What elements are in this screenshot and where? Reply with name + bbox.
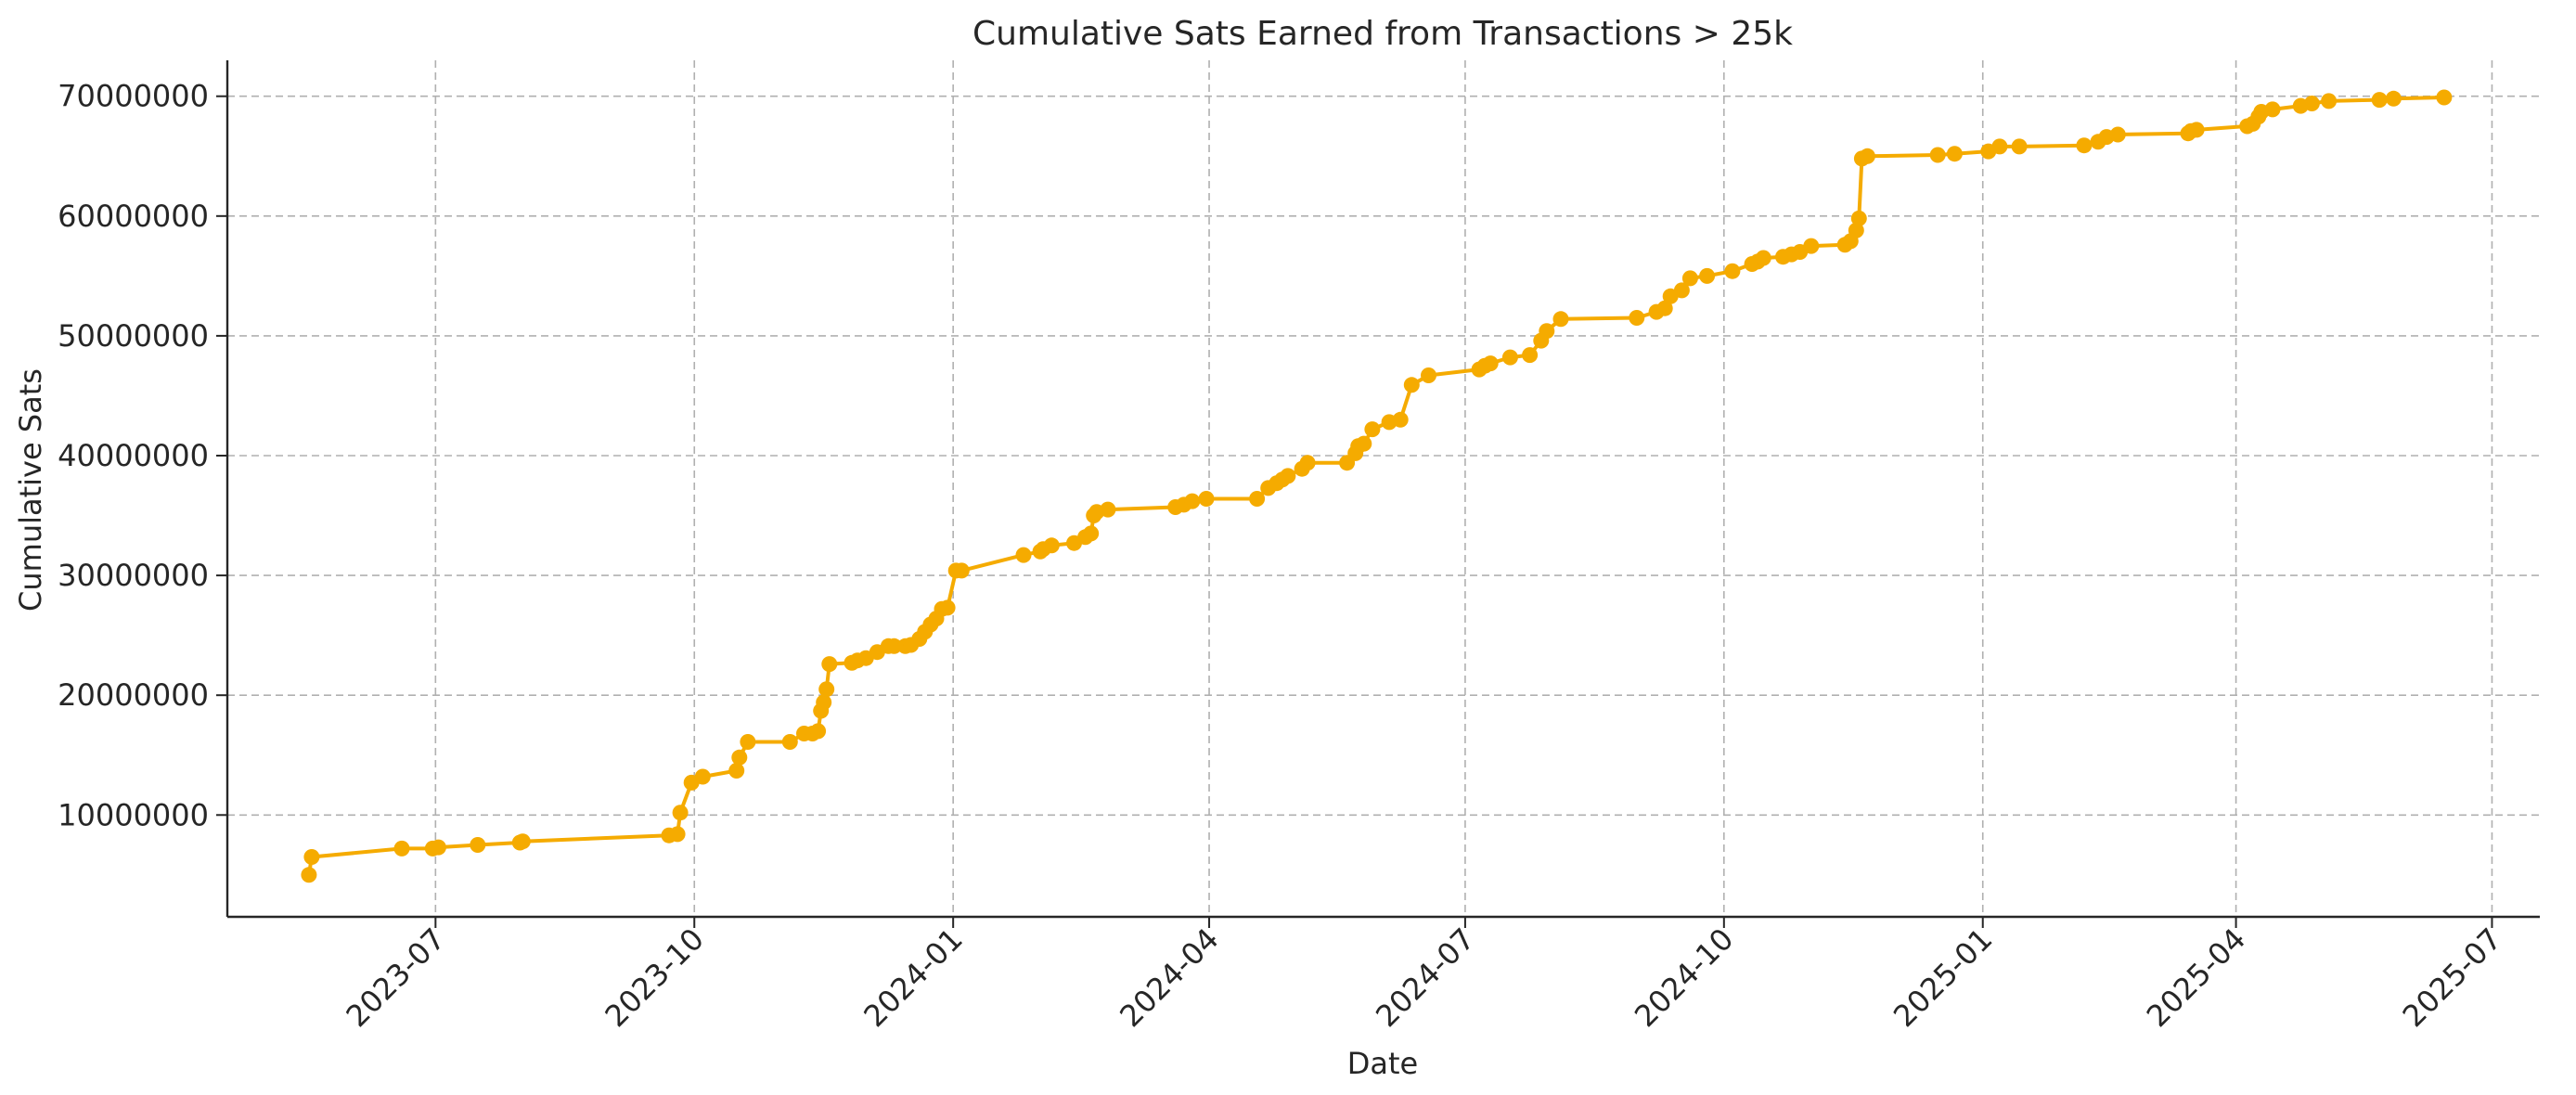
x-tick-label: 2023-07 [340,921,452,1034]
series-line [306,96,2444,876]
data-point [1991,138,2008,155]
data-point [1850,210,1867,226]
data-point [821,656,838,673]
y-tick-label: 10000000 [58,797,209,832]
y-tick-label: 70000000 [58,79,209,114]
data-point [672,805,689,821]
y-tick-label: 20000000 [58,677,209,713]
data-point [1184,493,1201,509]
data-point [2264,101,2281,118]
y-tick-label: 40000000 [58,438,209,473]
data-point [1699,267,1716,284]
data-point [1083,525,1100,542]
data-point [731,749,748,766]
data-point [1859,148,1875,164]
data-point [2385,90,2402,107]
data-point [1946,146,1963,162]
data-point [1482,355,1499,372]
data-point [303,849,320,865]
data-point [2321,93,2338,110]
x-tick-label: 2025-07 [2396,921,2508,1034]
data-point [1803,238,1820,254]
axes [216,60,2540,928]
data-point [430,839,446,856]
data-point [2011,138,2028,155]
data-point [2076,137,2093,154]
tick-labels: 2023-07 2023-10 2024-01 2024-04 2024-07 2024-… [58,79,2508,1034]
data-point [810,723,827,740]
x-tick-label: 2023-10 [598,921,710,1034]
data-point [1015,547,1032,563]
x-tick-label: 2024-01 [857,921,969,1034]
data-point [1755,250,1771,266]
data-point [781,734,798,750]
data-point [1656,300,1673,316]
data-point [694,768,711,785]
data-point [886,638,902,654]
data-point [1724,263,1741,279]
data-point [1356,435,1372,452]
data-point [2371,92,2388,109]
data-point [1552,311,1569,328]
chart-title: Cumulative Sats Earned from Transactions… [972,15,1793,53]
x-tick-label: 2024-07 [1369,921,1481,1034]
data-point [1043,537,1060,554]
data-point [1421,367,1436,383]
data-point [1539,323,1555,340]
data-point [728,763,745,779]
data-point [393,840,410,857]
data-point [514,833,531,850]
data-point [1403,377,1420,393]
data-point [953,562,970,579]
data-point [816,694,832,711]
data-point [2303,96,2320,111]
data-point [2109,126,2126,143]
grid-lines [227,60,2540,917]
x-tick-label: 2024-04 [1113,921,1225,1034]
data-point [1249,491,1266,507]
data-point [818,681,835,698]
data-point [939,599,956,616]
data-point [740,734,756,750]
data-point [2436,89,2453,106]
y-axis-label: Cumulative Sats [13,368,48,612]
x-axis-label: Date [1347,1046,1418,1081]
data-point [669,826,686,843]
data-series [301,89,2453,883]
data-point [2188,122,2205,138]
data-point [1392,411,1409,428]
data-point [1848,222,1864,238]
data-point [1681,270,1698,287]
data-point [1501,349,1518,366]
data-point [470,837,486,853]
data-point [301,867,317,883]
data-point [1299,455,1316,471]
data-point [1929,147,1946,163]
data-point [1280,468,1296,484]
data-point [1100,501,1116,518]
x-tick-label: 2025-01 [1887,921,1999,1034]
data-point [1198,491,1215,507]
y-tick-label: 60000000 [58,199,209,234]
data-point [1629,310,1645,326]
x-tick-label: 2025-04 [2140,921,2252,1034]
y-tick-label: 50000000 [58,318,209,354]
x-tick-label: 2024-10 [1628,921,1740,1034]
data-point [1673,282,1690,299]
data-point [1522,347,1539,364]
data-point [1364,421,1381,438]
y-tick-label: 30000000 [58,558,209,593]
